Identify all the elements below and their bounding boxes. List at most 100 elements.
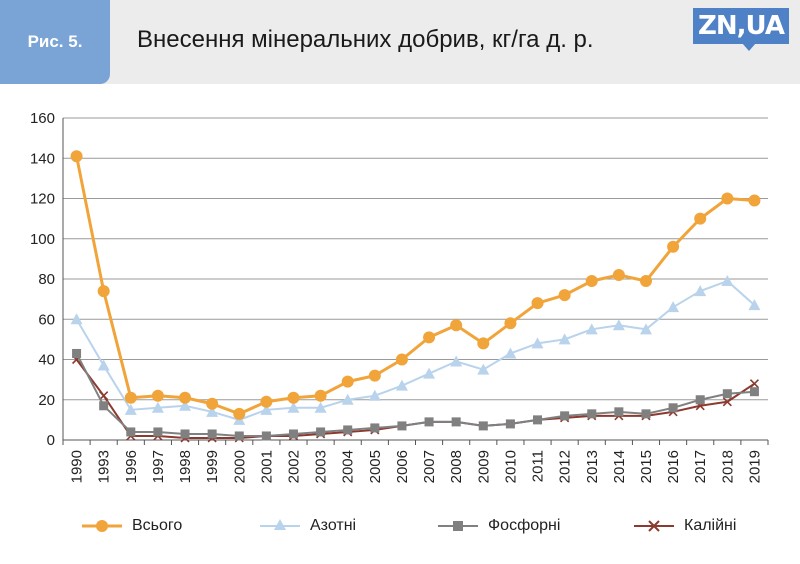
- legend-triangle-marker-icon: [260, 519, 300, 530]
- point-marker: [234, 431, 244, 441]
- legend-item-total: Всього: [80, 512, 182, 540]
- point-marker: [288, 429, 298, 439]
- y-tick-label: 100: [30, 231, 55, 248]
- x-tick-label: 2004: [340, 450, 357, 483]
- point-marker: [451, 417, 461, 427]
- point-marker: [126, 427, 136, 437]
- point-marker: [368, 389, 381, 401]
- point-marker: [343, 425, 353, 435]
- point-marker: [585, 323, 598, 335]
- point-marker: [477, 337, 490, 350]
- x-tick-label: 2011: [530, 450, 547, 482]
- point-marker: [721, 192, 734, 205]
- point-marker: [287, 391, 300, 404]
- point-marker: [722, 389, 732, 399]
- header-bar: Рис. 5. Внесення мінеральних добрив, кг/…: [0, 0, 800, 84]
- zn-ua-logo[interactable]: ZN,UA: [693, 8, 789, 44]
- point-marker: [612, 319, 625, 331]
- figure-label: Рис. 5.: [0, 0, 110, 84]
- point-marker: [450, 319, 463, 332]
- x-tick-label: 2016: [665, 450, 682, 483]
- point-marker: [287, 401, 300, 413]
- point-marker: [70, 150, 83, 163]
- point-marker: [341, 393, 354, 405]
- x-tick-label: 2017: [692, 450, 709, 483]
- x-tick-label: 2006: [394, 450, 411, 483]
- x-tick-label: 1998: [177, 450, 194, 483]
- legend-label: Азотні: [310, 517, 357, 534]
- point-marker: [478, 421, 488, 431]
- y-tick-label: 160: [30, 110, 55, 127]
- y-tick-label: 120: [30, 191, 55, 208]
- point-marker: [124, 403, 137, 415]
- point-marker: [261, 431, 271, 441]
- point-marker: [370, 423, 380, 433]
- x-tick-label: 2013: [584, 450, 601, 483]
- point-marker: [667, 240, 680, 253]
- x-tick-label: 2010: [502, 450, 519, 483]
- x-tick-label: 2003: [313, 450, 330, 483]
- series-line-1: [75, 280, 756, 421]
- point-marker: [397, 421, 407, 431]
- cross-stroke: [99, 391, 109, 401]
- logo-pointer-icon: [742, 43, 756, 51]
- y-tick-label: 60: [38, 311, 55, 328]
- x-tick-label: 2014: [611, 450, 628, 483]
- point-marker: [423, 367, 436, 379]
- point-marker: [531, 297, 544, 310]
- point-marker: [179, 391, 192, 404]
- legend-square-marker-icon: [438, 521, 478, 531]
- point-marker: [505, 419, 515, 429]
- point-marker: [314, 401, 327, 413]
- x-tick-label: 2002: [285, 450, 302, 483]
- point-marker: [668, 403, 678, 413]
- point-marker: [667, 301, 680, 313]
- point-marker: [314, 389, 327, 402]
- point-marker: [207, 429, 217, 439]
- point-marker: [424, 417, 434, 427]
- point-marker: [260, 403, 273, 415]
- x-tick-label: 2009: [475, 450, 492, 483]
- point-marker: [694, 285, 707, 297]
- legend-cross-marker-icon: [634, 520, 674, 532]
- x-tick-label: 1997: [150, 450, 167, 483]
- point-marker: [341, 375, 354, 388]
- point-marker: [614, 407, 624, 417]
- point-marker: [70, 313, 83, 325]
- point-marker: [153, 427, 163, 437]
- legend-label: Фосфорні: [488, 517, 561, 534]
- x-tick-label: 2005: [367, 450, 384, 483]
- point-marker: [533, 415, 543, 425]
- point-marker: [395, 379, 408, 391]
- point-marker: [395, 353, 408, 366]
- point-marker: [558, 333, 571, 345]
- x-tick-label: 2001: [258, 450, 275, 483]
- point-marker: [641, 409, 651, 419]
- point-marker: [694, 212, 707, 225]
- point-marker: [368, 369, 381, 382]
- point-marker: [531, 337, 544, 349]
- series-line-2: [75, 353, 755, 437]
- point-marker: [749, 379, 760, 389]
- legend-label: Всього: [132, 517, 183, 534]
- point-marker: [587, 409, 597, 419]
- cross-stroke: [722, 397, 732, 407]
- point-marker: [748, 194, 761, 207]
- chart-title: Внесення мінеральних добрив, кг/га д. р.: [137, 26, 594, 53]
- x-tick-label: 2000: [231, 450, 248, 483]
- point-marker: [560, 411, 570, 421]
- point-marker: [504, 317, 517, 330]
- point-marker: [260, 395, 273, 408]
- x-tick-label: 2019: [746, 450, 763, 483]
- point-marker: [97, 359, 110, 371]
- x-tick-label: 2018: [719, 450, 736, 483]
- point-marker: [477, 363, 490, 375]
- point-marker: [206, 397, 219, 410]
- legend-label: Калійні: [684, 517, 737, 534]
- y-tick-label: 40: [38, 352, 55, 369]
- legend-item-phosphorus: Фосфорні: [436, 512, 560, 540]
- y-tick-label: 80: [38, 271, 55, 288]
- point-marker: [695, 395, 705, 405]
- point-marker: [721, 275, 734, 287]
- x-tick-label: 1996: [123, 450, 140, 483]
